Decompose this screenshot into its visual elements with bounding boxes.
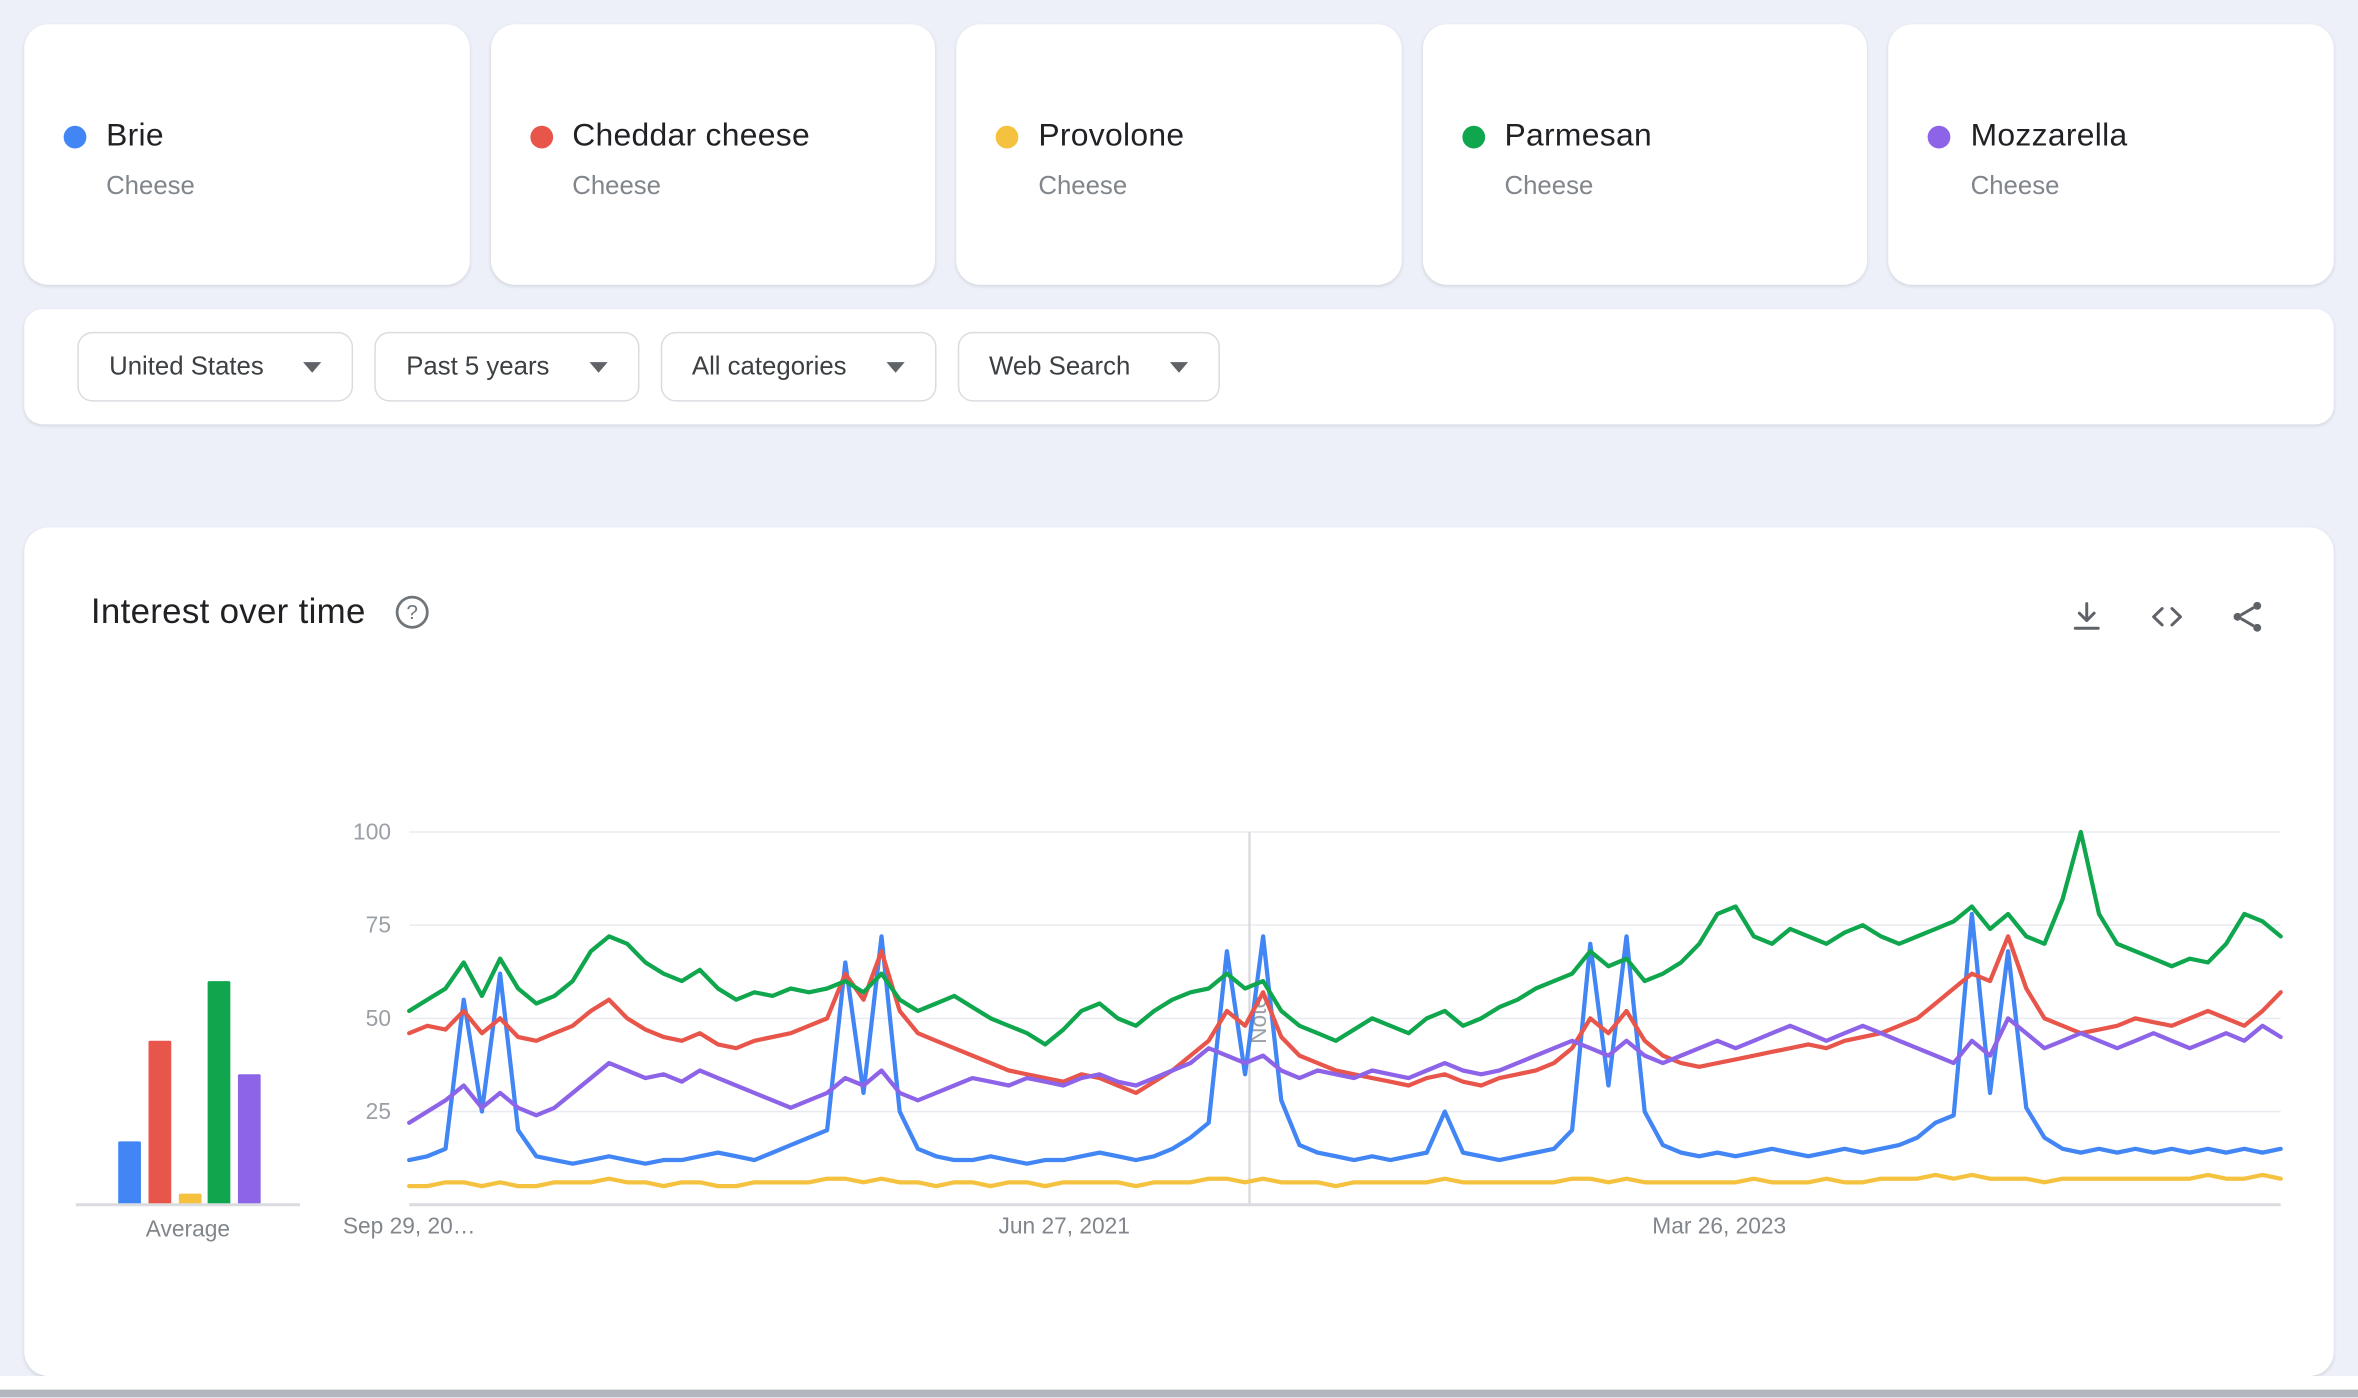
term-subtitle: Cheese: [1970, 171, 2060, 201]
term-head: Brie: [63, 118, 430, 154]
y-tick-label: 25: [366, 1098, 391, 1124]
x-axis-label: Mar 26, 2023: [1652, 1213, 1786, 1239]
term-label: Mozzarella: [1970, 118, 2128, 154]
average-label: Average: [146, 1216, 230, 1242]
term-label: Provolone: [1038, 118, 1185, 154]
page-bottom-edge: [0, 1389, 2358, 1398]
term-subtitle: Cheese: [1504, 171, 1594, 201]
y-tick-label: 50: [366, 1005, 391, 1031]
average-bar-brie: [118, 1141, 141, 1205]
series-line-mozzarella: [407, 1016, 2283, 1125]
y-tick-label: 75: [366, 912, 391, 938]
term-head: Cheddar cheese: [529, 118, 896, 154]
term-card-provolone[interactable]: Provolone Cheese: [956, 24, 1402, 285]
embed-icon[interactable]: [2147, 597, 2186, 636]
region-dropdown[interactable]: United States: [77, 331, 354, 402]
term-cards-row: Brie Cheese Cheddar cheese Cheese Provol…: [24, 24, 2334, 285]
term-card-parmesan[interactable]: Parmesan Cheese: [1422, 24, 1868, 285]
average-bar-provolone: [178, 1193, 202, 1205]
series-line-provolone: [407, 1172, 2283, 1189]
interest-over-time-chart: 25 50 75 100 Sep 29, 20… Jun 27, 2021 Mar 26, …: [75, 819, 2283, 1242]
page-bottom-margin: [0, 1376, 2358, 1390]
x-axis-label: Sep 29, 20…: [343, 1213, 476, 1239]
interest-over-time-panel: Interest over time ? 25 50 75 100 Sep 29, 20…: [24, 527, 2334, 1377]
share-icon[interactable]: [2228, 597, 2267, 636]
search-type-dropdown[interactable]: Web Search: [957, 331, 1220, 402]
category-dropdown-label: All categories: [691, 351, 847, 381]
series-color-dot: [1462, 125, 1485, 148]
chevron-down-icon: [1169, 361, 1188, 373]
chevron-down-icon: [588, 361, 608, 373]
x-axis-label: Jun 27, 2021: [999, 1213, 1130, 1239]
download-icon[interactable]: [2067, 597, 2106, 636]
series-line-cheddar-cheese: [407, 934, 2283, 1096]
term-card-mozzarella[interactable]: Mozzarella Cheese: [1888, 24, 2334, 285]
time-range-dropdown[interactable]: Past 5 years: [374, 331, 639, 402]
series-color-dot: [1928, 125, 1951, 148]
term-card-cheddar-cheese[interactable]: Cheddar cheese Cheese: [490, 24, 936, 285]
average-bar-mozzarella: [237, 1074, 261, 1205]
term-subtitle: Cheese: [572, 171, 662, 201]
series-color-dot: [529, 125, 553, 148]
chevron-down-icon: [885, 361, 905, 373]
region-dropdown-label: United States: [109, 351, 264, 381]
help-icon[interactable]: ?: [393, 592, 432, 631]
term-subtitle: Cheese: [1038, 171, 1128, 201]
term-head: Parmesan: [1462, 118, 1828, 154]
category-dropdown[interactable]: All categories: [660, 331, 936, 402]
filter-bar: United States Past 5 years All categorie…: [24, 309, 2334, 425]
term-label: Brie: [106, 118, 164, 154]
search-type-dropdown-label: Web Search: [989, 351, 1131, 381]
average-bar-parmesan: [207, 981, 231, 1205]
chevron-down-icon: [303, 361, 322, 373]
panel-header: Interest over time ?: [91, 591, 432, 632]
term-head: Mozzarella: [1928, 118, 2294, 154]
average-bar-cheddar-cheese: [148, 1040, 172, 1205]
panel-actions: [2067, 597, 2267, 636]
series-color-dot: [995, 125, 1019, 148]
series-line-brie: [407, 911, 2283, 1166]
series-line-parmesan: [407, 829, 2283, 1047]
term-head: Provolone: [995, 118, 1362, 154]
svg-text:?: ?: [407, 600, 418, 623]
term-subtitle: Cheese: [106, 171, 195, 201]
series-color-dot: [63, 125, 87, 148]
term-label: Cheddar cheese: [572, 118, 810, 154]
panel-title: Interest over time: [90, 591, 366, 631]
term-card-brie[interactable]: Brie Cheese: [24, 24, 470, 285]
y-tick-label: 100: [353, 819, 391, 845]
term-label: Parmesan: [1504, 118, 1652, 154]
time-range-dropdown-label: Past 5 years: [406, 351, 550, 381]
